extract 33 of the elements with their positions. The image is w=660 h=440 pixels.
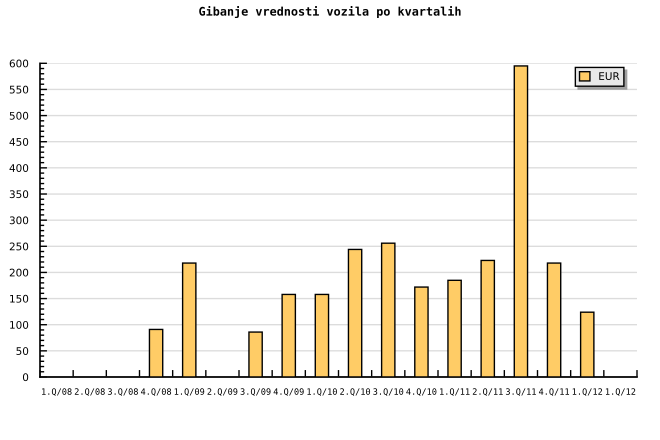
x-tick-label: 2.Q/11 (472, 388, 503, 396)
y-tick-label: 300 (10, 216, 28, 224)
y-tick-label: 550 (10, 86, 28, 94)
x-tick-label: 1.Q/11 (440, 388, 470, 396)
x-tick-label: 4.Q/08 (140, 388, 172, 396)
y-tick-label: 0 (22, 373, 28, 382)
x-tick-label: 4.Q/11 (538, 388, 570, 396)
x-tick-label: 1.Q/12 (606, 388, 636, 396)
y-tick-label: 50 (16, 347, 28, 355)
x-tick-label: 3.Q/08 (108, 388, 138, 396)
x-tick-label: 3.Q/09 (240, 388, 271, 396)
x-tick-label: 2.Q/09 (208, 388, 238, 396)
x-tick-label: 3.Q/11 (506, 388, 536, 396)
x-tick-label: 1.Q/10 (307, 388, 337, 396)
y-tick-label: 150 (10, 294, 28, 303)
y-tick-label: 400 (10, 164, 28, 172)
x-tick-label: 1.Q/09 (174, 388, 204, 396)
y-tick-label: 100 (10, 320, 28, 329)
y-tick-label: 200 (10, 268, 28, 277)
x-tick-label: 1.Q/12 (572, 388, 602, 396)
x-tick-label: 3.Q/10 (373, 388, 404, 396)
x-tick-label: 2.Q/10 (340, 388, 370, 396)
y-tick-label: 350 (10, 190, 28, 198)
y-tick-label: 250 (10, 242, 28, 250)
legend-label: EUR (599, 72, 620, 80)
x-tick-label: 4.Q/10 (406, 388, 436, 396)
x-tick-label: 2.Q/08 (74, 388, 105, 396)
y-tick-label: 600 (10, 60, 28, 68)
y-tick-label: 450 (10, 138, 28, 146)
x-tick-label: 4.Q/09 (274, 388, 304, 396)
x-tick-label: 1.Q/08 (42, 388, 72, 396)
chart-title: Gibanje vrednosti vozila po kvartalih (199, 6, 461, 18)
y-tick-label: 500 (10, 112, 28, 120)
